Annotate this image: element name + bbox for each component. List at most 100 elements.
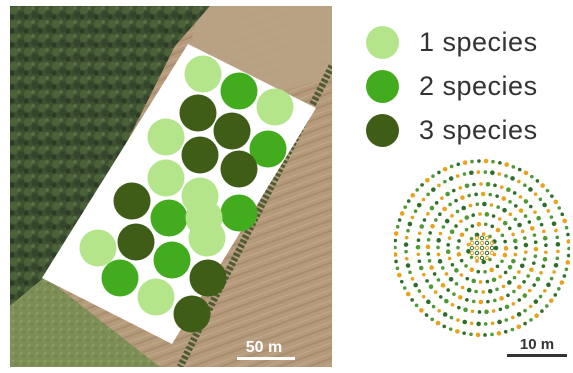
tree-marker bbox=[460, 232, 465, 237]
tree-marker bbox=[441, 266, 445, 270]
tree-marker bbox=[416, 245, 421, 250]
tree-marker bbox=[431, 187, 436, 192]
tree-marker bbox=[566, 239, 570, 244]
tree-marker bbox=[445, 272, 449, 276]
tree-marker bbox=[407, 199, 411, 203]
design-scale-label: 10 m bbox=[507, 336, 567, 353]
tree-marker bbox=[396, 225, 400, 229]
tree-marker bbox=[394, 231, 399, 236]
tree-marker bbox=[540, 183, 545, 188]
tree-marker bbox=[502, 285, 506, 289]
tree-marker bbox=[471, 279, 476, 284]
tree-marker bbox=[508, 227, 512, 231]
tree-marker bbox=[517, 223, 522, 228]
tree-marker bbox=[434, 218, 438, 222]
tree-marker bbox=[465, 277, 469, 281]
tree-marker bbox=[504, 271, 508, 275]
tree-marker bbox=[405, 236, 409, 240]
tree-marker bbox=[553, 200, 558, 205]
plot-circle bbox=[118, 224, 155, 261]
tree-marker bbox=[472, 300, 476, 304]
tree-marker bbox=[438, 259, 443, 264]
tree-marker bbox=[517, 180, 521, 184]
tree-marker bbox=[483, 333, 487, 337]
tree-marker bbox=[470, 321, 474, 325]
tree-marker bbox=[442, 325, 446, 329]
tree-marker bbox=[436, 321, 441, 326]
tree-marker bbox=[490, 225, 494, 229]
tree-marker bbox=[404, 250, 408, 254]
tree-marker bbox=[426, 300, 431, 305]
tree-marker bbox=[427, 238, 431, 242]
tree-marker bbox=[486, 182, 491, 187]
tree-marker bbox=[476, 202, 480, 206]
tree-marker bbox=[514, 253, 518, 257]
tree-marker bbox=[512, 302, 516, 306]
tree-marker bbox=[523, 257, 527, 261]
tree-marker bbox=[523, 236, 527, 240]
aerial-scale-bar bbox=[237, 357, 295, 360]
tree-marker bbox=[506, 187, 511, 192]
tree-marker bbox=[455, 329, 460, 334]
tree-marker bbox=[461, 206, 466, 211]
tree-marker bbox=[394, 239, 397, 243]
tree-marker bbox=[457, 306, 461, 310]
tree-marker bbox=[464, 215, 469, 220]
center-marker bbox=[470, 246, 473, 249]
tree-marker bbox=[512, 290, 516, 294]
tree-marker bbox=[410, 298, 414, 302]
tree-marker bbox=[400, 211, 405, 216]
tree-marker bbox=[499, 308, 503, 312]
legend-item: 3 species bbox=[366, 108, 566, 152]
legend-item: 2 species bbox=[366, 64, 566, 108]
tree-marker bbox=[454, 199, 458, 203]
center-marker bbox=[485, 241, 488, 244]
plot-circle bbox=[189, 220, 226, 257]
tree-marker bbox=[484, 170, 488, 174]
tree-marker bbox=[446, 288, 450, 292]
tree-marker bbox=[532, 283, 536, 287]
tree-marker bbox=[430, 206, 435, 211]
tree-marker bbox=[544, 243, 548, 247]
tree-marker bbox=[513, 276, 517, 280]
tree-marker bbox=[417, 203, 422, 208]
tree-marker bbox=[550, 277, 554, 281]
tree-marker bbox=[446, 243, 450, 247]
tree-marker bbox=[481, 192, 486, 197]
tree-marker bbox=[483, 270, 487, 274]
tree-marker bbox=[440, 196, 444, 200]
tree-marker bbox=[488, 193, 492, 197]
center-marker bbox=[490, 251, 493, 254]
tree-marker bbox=[506, 294, 510, 298]
tree-marker bbox=[546, 189, 550, 193]
tree-marker bbox=[566, 233, 570, 237]
tree-marker bbox=[474, 193, 478, 197]
tree-marker bbox=[430, 224, 435, 229]
tree-marker bbox=[534, 299, 539, 304]
aerial-photo: 50 m bbox=[10, 6, 332, 367]
tree-marker bbox=[485, 212, 490, 217]
tree-marker bbox=[495, 288, 499, 292]
tree-marker bbox=[498, 217, 502, 221]
plot-circle bbox=[148, 160, 185, 197]
tree-marker bbox=[422, 198, 426, 202]
tree-marker bbox=[471, 309, 475, 313]
tree-marker bbox=[441, 283, 446, 288]
tree-marker bbox=[456, 246, 460, 250]
tree-marker bbox=[511, 328, 515, 332]
tree-marker bbox=[517, 325, 522, 330]
tree-marker bbox=[470, 255, 474, 259]
tree-marker bbox=[539, 198, 543, 202]
tree-marker bbox=[540, 309, 544, 313]
tree-marker bbox=[524, 199, 529, 204]
tree-marker bbox=[529, 305, 533, 309]
tree-marker bbox=[403, 205, 407, 209]
tree-marker bbox=[557, 206, 561, 210]
tree-marker bbox=[450, 316, 454, 320]
tree-marker bbox=[519, 195, 523, 199]
tree-marker bbox=[467, 194, 471, 198]
tree-marker bbox=[479, 182, 483, 186]
planting-design-diagram bbox=[394, 153, 570, 343]
design-scale: 10 m bbox=[507, 336, 567, 357]
